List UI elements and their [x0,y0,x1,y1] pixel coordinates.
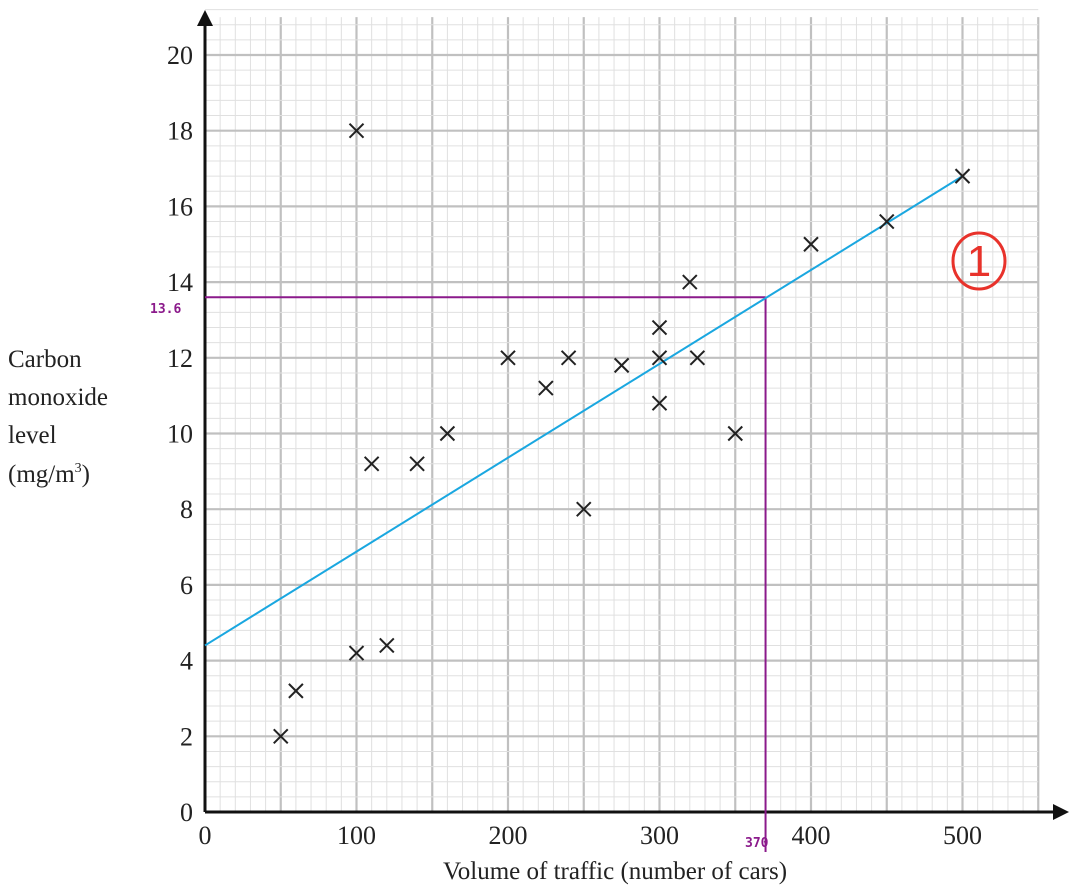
y-tick-label: 2 [180,722,193,751]
chart-grid [205,9,1040,812]
data-point [651,395,668,411]
x-axis-arrow [1053,804,1069,820]
data-point [273,728,289,745]
x-tick-label: 0 [199,821,212,850]
data-point [576,501,592,517]
y-axis-label-line-1: Carbon [8,346,82,373]
circled-mark-circle [951,231,1007,291]
best-fit-line-segment [204,175,964,647]
data-point [439,425,456,442]
chart-axes [197,10,1069,820]
data-point-stroke [538,380,554,396]
data-point-stroke [954,168,971,184]
data-point [500,350,516,366]
y-axis-label-line-3: level [8,422,57,449]
y-axis-arrow [197,10,213,26]
circled-mark: 1 [951,231,1007,291]
y-tick-label: 4 [180,647,193,676]
x-tick-label: 100 [337,821,376,850]
data-point [651,350,668,366]
data-point-stroke [576,501,592,517]
y-tick-label: 16 [167,192,193,221]
reading-lines [205,296,767,852]
data-point-stroke [727,425,743,442]
y-tick-label: 18 [167,117,193,146]
reading-x-label: 370 [745,836,769,851]
y-axis-label-line-2: monoxide [8,384,108,411]
x-axis-label: Volume of traffic (number of cars) [443,858,787,885]
data-point [803,236,819,252]
data-point-stroke [613,357,630,374]
y-tick-label: 0 [180,798,193,827]
x-tick-label: 300 [640,821,679,850]
data-point [682,274,698,290]
y-tick-label: 20 [167,41,193,70]
data-point [348,122,365,139]
data-point [727,425,743,442]
data-point [879,213,895,230]
data-point-stroke [348,645,365,661]
y-tick-label: 12 [167,344,193,373]
data-point [954,168,971,184]
data-point [560,350,577,366]
reading-y-label: 13.6 [150,302,181,317]
x-tick-label: 500 [943,821,982,850]
data-point-stroke [409,456,425,472]
data-points [273,122,971,745]
x-tick-label: 400 [792,821,831,850]
y-tick-label: 10 [167,420,193,449]
data-point-stroke [273,728,289,745]
best-fit-line [204,175,964,647]
data-point [348,645,365,661]
data-point-stroke [288,683,304,699]
y-axis-unit-superscript: 3 [75,461,82,476]
data-point [409,456,425,472]
data-point [288,683,304,699]
data-point-stroke [651,350,668,366]
data-point [613,357,630,374]
data-point-stroke [689,350,706,366]
circled-mark-text: 1 [967,237,991,286]
data-point-stroke [560,350,577,366]
y-axis-unit-close: ) [82,461,90,488]
data-point [538,380,554,396]
x-tick-label: 200 [489,821,528,850]
tick-labels: 0 100 200 300 400 500 0 2 4 6 8 10 12 14 16 18 20 [167,41,982,850]
data-point [651,319,668,336]
data-point-stroke [682,274,698,290]
y-tick-label: 8 [180,495,193,524]
y-axis-label-line-4: (mg/m3) [8,461,90,488]
data-point-stroke [379,637,395,654]
y-axis-label: Carbon monoxide level (mg/m3) [8,346,108,488]
data-point [379,637,395,654]
data-point [363,456,380,472]
data-point-stroke [363,456,380,472]
y-tick-label: 14 [167,268,193,297]
data-point-stroke [348,122,365,139]
data-point-stroke [651,395,668,411]
data-point-stroke [439,425,456,442]
data-point-stroke [651,319,668,336]
data-point-stroke [879,213,895,230]
y-axis-unit: (mg/m [8,461,75,488]
data-point-stroke [803,236,819,252]
data-point-stroke [500,350,516,366]
y-tick-label: 6 [180,571,193,600]
data-point [689,350,706,366]
